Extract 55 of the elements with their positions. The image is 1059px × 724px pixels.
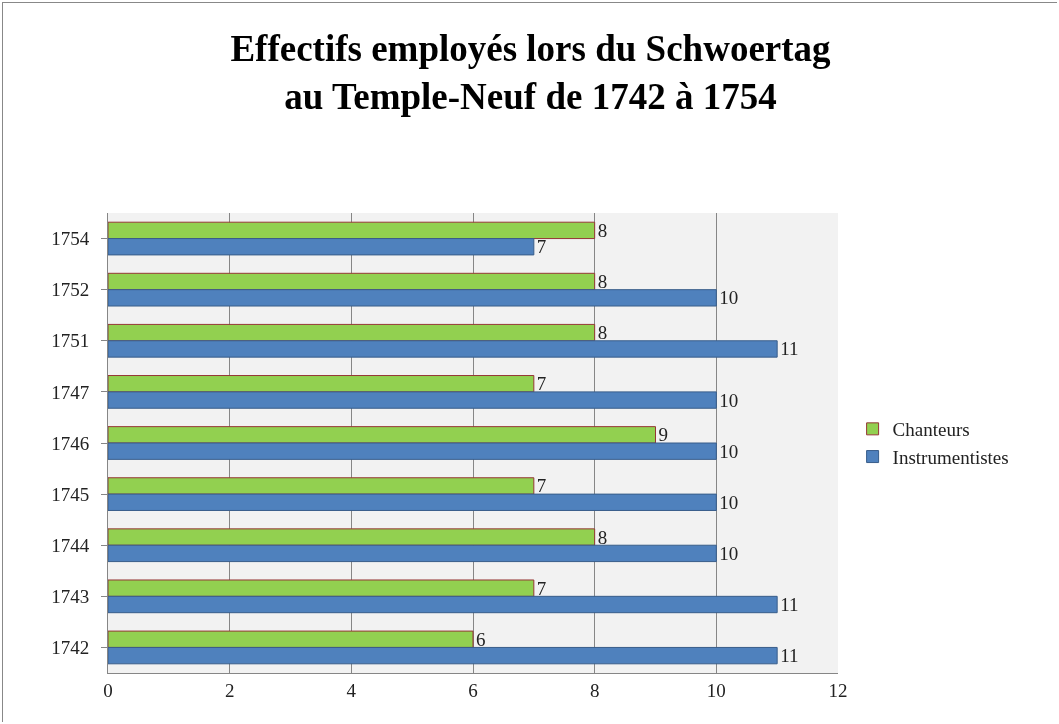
bar <box>108 323 596 342</box>
data-label: 8 <box>597 322 608 344</box>
data-label: 10 <box>719 491 739 513</box>
x-tick-label: 6 <box>468 679 478 701</box>
y-tick-label: 1747 <box>51 381 90 403</box>
y-tick-label: 1754 <box>51 228 90 250</box>
y-tick-label: 1744 <box>51 534 90 556</box>
y-tick-label: 1745 <box>51 483 90 505</box>
data-label: 9 <box>658 424 668 446</box>
data-label: 11 <box>780 338 799 360</box>
data-label: 10 <box>719 287 739 309</box>
data-label: 10 <box>719 440 739 462</box>
bar <box>108 544 717 563</box>
y-tick-label: 1742 <box>51 637 90 659</box>
x-tick-label: 4 <box>346 679 357 701</box>
data-label: 8 <box>597 219 608 241</box>
bar <box>108 221 596 240</box>
bar <box>108 391 717 409</box>
y-tick-label: 1743 <box>51 585 90 607</box>
bar <box>108 528 596 546</box>
data-label: 11 <box>780 645 799 667</box>
bar <box>108 442 717 460</box>
x-tick-label: 2 <box>224 679 235 701</box>
data-label: 8 <box>597 270 608 292</box>
bar <box>108 238 535 256</box>
data-label: 7 <box>536 475 547 497</box>
x-tick-label: 0 <box>103 679 113 701</box>
legend-label: Instrumentistes <box>892 446 1009 468</box>
y-tick-label: 1746 <box>51 432 90 454</box>
x-tick-label: 8 <box>589 679 600 701</box>
bar <box>108 477 535 495</box>
data-label: 7 <box>536 236 547 258</box>
data-label: 10 <box>719 542 739 564</box>
data-label: 8 <box>597 526 608 548</box>
bar <box>108 646 778 665</box>
bar <box>108 579 535 597</box>
legend-label: Chanteurs <box>892 419 970 441</box>
data-label: 7 <box>536 373 547 395</box>
data-label: 11 <box>780 594 799 616</box>
bar <box>108 426 656 444</box>
bar <box>108 289 717 307</box>
data-label: 7 <box>536 577 547 599</box>
y-tick-label: 1751 <box>51 330 90 352</box>
y-tick-label: 1752 <box>51 279 90 301</box>
chart-title: Effectifs employés lors du Schwoertag au Temple-Neuf de 1742 à 1754 <box>230 27 832 117</box>
data-label: 10 <box>719 389 739 411</box>
bar <box>108 375 535 393</box>
bar <box>108 272 596 291</box>
bar <box>108 493 717 511</box>
bar <box>108 340 778 358</box>
x-tick-label: 12 <box>828 679 848 701</box>
bar <box>108 630 474 648</box>
data-label: 6 <box>476 628 486 650</box>
x-tick-label: 10 <box>706 679 726 701</box>
bar <box>108 595 778 614</box>
